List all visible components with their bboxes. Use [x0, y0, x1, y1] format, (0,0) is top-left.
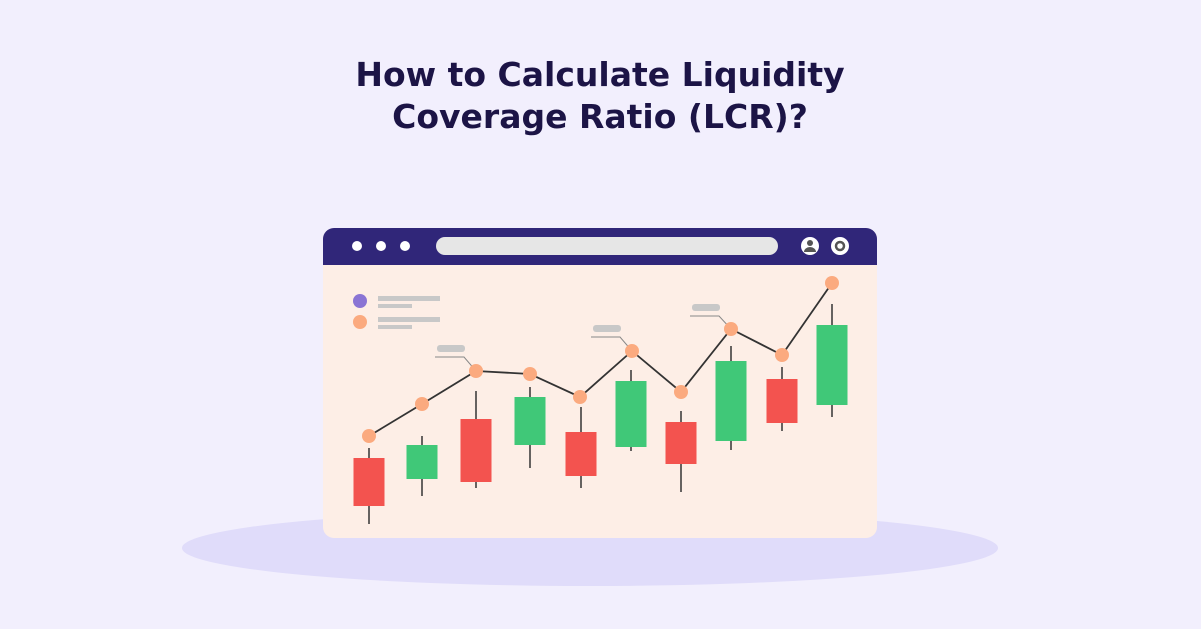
trend-point	[775, 348, 789, 362]
trend-point	[573, 390, 587, 404]
user-icon-body	[804, 247, 816, 252]
candle-body	[353, 458, 385, 506]
legend-line	[378, 325, 412, 329]
candle-body	[460, 419, 492, 482]
title-line: Coverage Ratio (LCR)?	[392, 97, 808, 136]
window-dot	[352, 241, 362, 251]
trend-point	[724, 322, 738, 336]
callout-tag	[593, 325, 621, 332]
trend-point	[415, 397, 429, 411]
candle-body	[406, 445, 438, 479]
candle-body	[816, 325, 848, 405]
settings-icon	[831, 237, 849, 255]
user-icon-head	[807, 240, 813, 246]
candle-body	[565, 432, 597, 476]
candle-body	[766, 379, 798, 423]
legend-dot	[353, 315, 367, 329]
window-dot	[376, 241, 386, 251]
window-dot	[400, 241, 410, 251]
trend-point	[825, 276, 839, 290]
legend-line	[378, 304, 412, 308]
candle-body	[615, 381, 647, 447]
legend-line	[378, 296, 440, 301]
legend-dot	[353, 294, 367, 308]
legend-line	[378, 317, 440, 322]
trend-point	[523, 367, 537, 381]
settings-gear	[834, 240, 846, 252]
trend-line	[368, 282, 833, 437]
title-line: How to Calculate Liquidity	[355, 55, 844, 94]
trend-point	[674, 385, 688, 399]
callout-tag	[437, 345, 465, 352]
trend-point	[362, 429, 376, 443]
candle-body	[514, 397, 546, 445]
candle-body	[665, 422, 697, 464]
trend-point	[469, 364, 483, 378]
trend-point	[625, 344, 639, 358]
candle-body	[715, 361, 747, 441]
callout-tag	[692, 304, 720, 311]
address-bar	[436, 237, 778, 255]
